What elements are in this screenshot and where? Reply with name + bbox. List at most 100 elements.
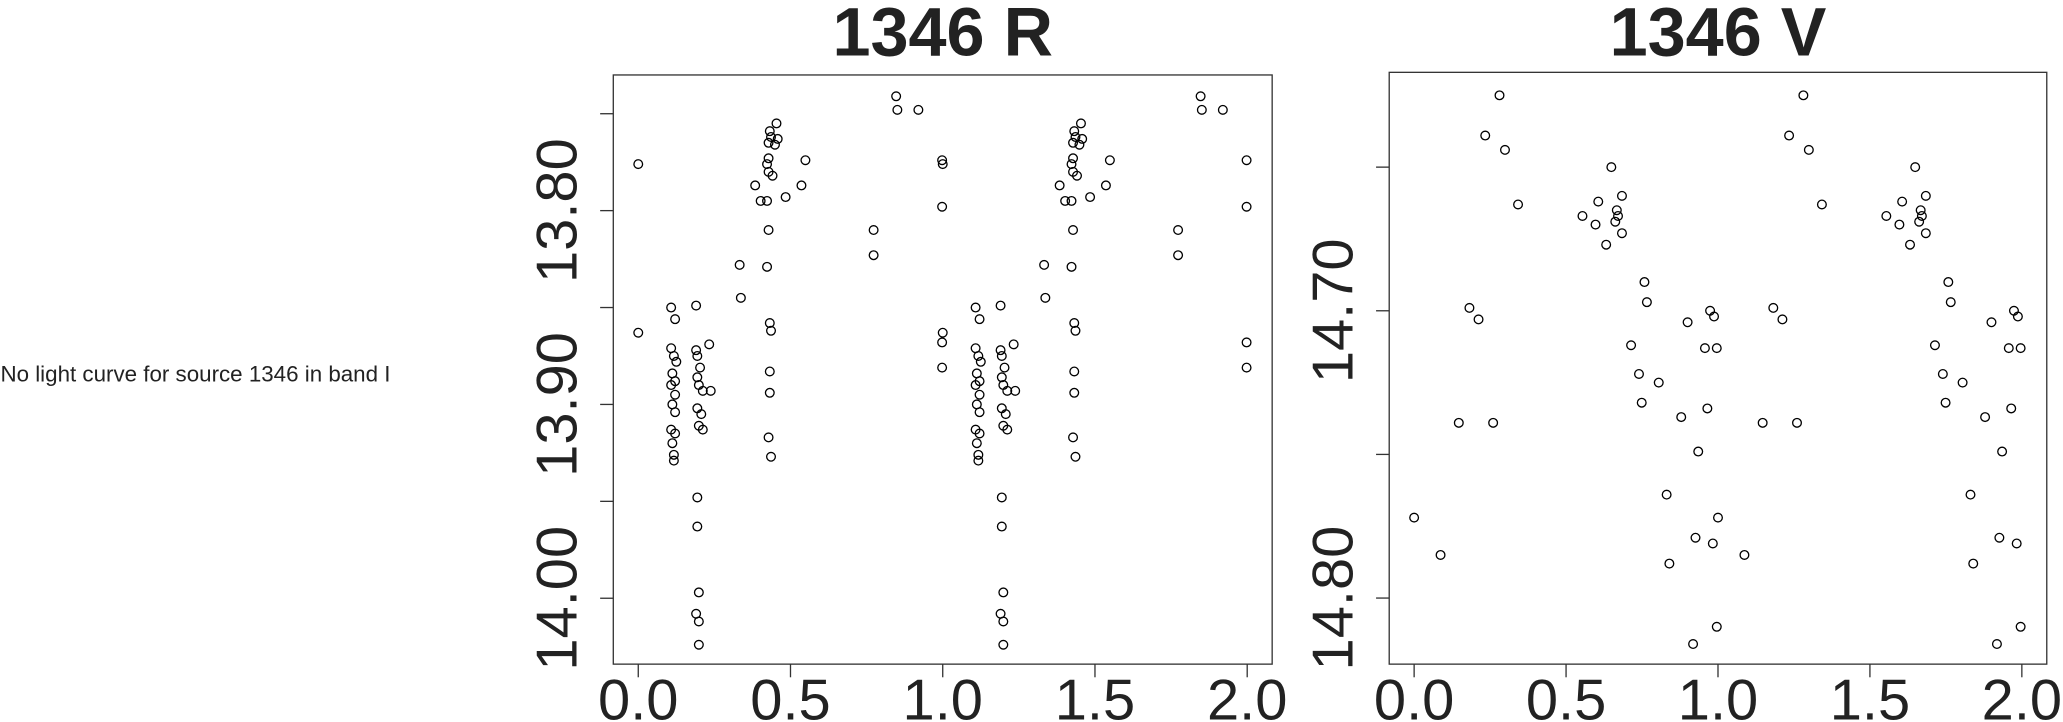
- point: [1693, 446, 1704, 457]
- point: [1897, 196, 1908, 207]
- point: [1241, 337, 1252, 348]
- point: [1910, 162, 1921, 173]
- point: [1699, 343, 1710, 354]
- point: [1010, 385, 1021, 396]
- point: [996, 492, 1007, 503]
- point: [800, 155, 811, 166]
- point: [735, 292, 746, 303]
- point: [1682, 317, 1693, 328]
- point: [1085, 192, 1096, 203]
- point: [1940, 397, 1951, 408]
- point: [2012, 311, 2023, 322]
- x-tick-label: 0.0: [598, 668, 678, 722]
- point: [1613, 210, 1624, 221]
- point: [1409, 512, 1420, 523]
- point: [766, 325, 777, 336]
- point: [668, 449, 679, 460]
- x-tick-label: 0.0: [1374, 668, 1454, 722]
- point: [975, 356, 986, 367]
- point: [1606, 162, 1617, 173]
- point: [763, 153, 774, 164]
- point: [666, 302, 677, 313]
- point: [1000, 409, 1011, 420]
- point: [996, 521, 1007, 532]
- point: [1957, 377, 1968, 388]
- point: [1915, 205, 1926, 216]
- point: [1707, 538, 1718, 549]
- point: [670, 389, 681, 400]
- point: [974, 314, 985, 325]
- point: [764, 366, 775, 377]
- point: [1066, 261, 1077, 272]
- point: [2015, 343, 2026, 354]
- point: [668, 455, 679, 466]
- point: [1991, 639, 2002, 650]
- point: [1690, 532, 1701, 543]
- point: [1060, 195, 1071, 206]
- point: [691, 300, 702, 311]
- point: [1920, 190, 1931, 201]
- point: [1590, 219, 1601, 230]
- point: [750, 180, 761, 191]
- point: [996, 350, 1007, 361]
- point: [1905, 239, 1916, 250]
- point: [1104, 155, 1115, 166]
- point: [1757, 417, 1768, 428]
- point: [1894, 219, 1905, 230]
- point: [1661, 489, 1672, 500]
- point: [1075, 118, 1086, 129]
- point: [868, 225, 879, 236]
- point: [2015, 621, 2026, 632]
- point: [670, 428, 681, 439]
- point: [692, 492, 703, 503]
- point: [974, 428, 985, 439]
- point: [1881, 210, 1892, 221]
- point: [1070, 451, 1081, 462]
- point: [1069, 366, 1080, 377]
- point: [1077, 133, 1088, 144]
- point: [1980, 412, 1991, 423]
- point: [999, 362, 1010, 373]
- point: [973, 350, 984, 361]
- point: [996, 372, 1007, 383]
- point: [1610, 216, 1621, 227]
- point: [1195, 91, 1206, 102]
- point: [937, 201, 948, 212]
- point: [1039, 259, 1050, 270]
- point: [692, 521, 703, 532]
- point: [995, 345, 1006, 356]
- point: [1997, 446, 2008, 457]
- plot-frame: [612, 74, 1273, 665]
- point: [1711, 621, 1722, 632]
- point: [1464, 302, 1475, 313]
- point: [763, 137, 774, 148]
- point: [666, 380, 677, 391]
- point: [1712, 512, 1723, 523]
- message: No light curve for source 1346 in band I: [0, 361, 390, 386]
- point: [1816, 199, 1827, 210]
- point: [892, 104, 903, 115]
- point: [1074, 139, 1085, 150]
- point: [1994, 532, 2005, 543]
- point: [1636, 397, 1647, 408]
- point: [1702, 403, 1713, 414]
- point: [692, 350, 703, 361]
- point: [1072, 170, 1082, 181]
- point: [1173, 250, 1184, 261]
- chart-title: 1346 V: [1610, 0, 1827, 70]
- point: [697, 424, 708, 435]
- point: [692, 372, 703, 383]
- x-tick-label: 0.5: [1526, 668, 1606, 722]
- point: [1499, 144, 1510, 155]
- point: [1002, 424, 1013, 435]
- point: [1777, 314, 1788, 325]
- point: [693, 616, 704, 627]
- point: [755, 195, 766, 206]
- plot-frame: [1388, 71, 2048, 665]
- point: [764, 318, 775, 329]
- x-tick-label: 0.5: [750, 668, 830, 722]
- point: [1070, 325, 1081, 336]
- point: [764, 126, 775, 137]
- x-tick-label: 1.0: [1678, 668, 1758, 722]
